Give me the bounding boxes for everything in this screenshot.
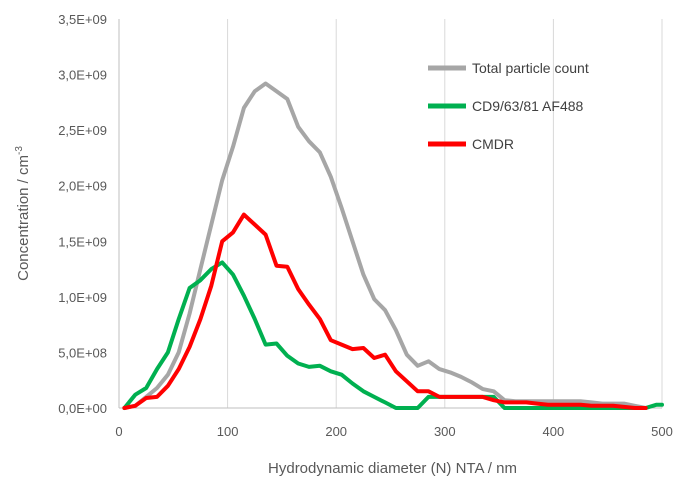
series-line-total-particle-count bbox=[122, 81, 648, 410]
series-line-cd9-63-81-af488 bbox=[122, 260, 664, 410]
y-axis-title-main: Concentration / cm bbox=[15, 155, 32, 281]
data-series bbox=[122, 81, 664, 410]
legend-label: CMDR bbox=[472, 136, 514, 152]
y-tick-label: 1,5E+09 bbox=[58, 234, 107, 249]
legend: Total particle count CD9/63/81 AF488 CMDR bbox=[428, 60, 589, 152]
y-tick-label: 2,5E+09 bbox=[58, 123, 107, 138]
y-tick-label: 1,0E+09 bbox=[58, 290, 107, 305]
x-tick-label: 100 bbox=[217, 424, 239, 439]
x-tick-label: 500 bbox=[651, 424, 673, 439]
x-axis-title: Hydrodynamic diameter (N) NTA / nm bbox=[268, 460, 517, 477]
y-tick-label: 5,0E+08 bbox=[58, 345, 107, 360]
y-tick-label: 0,0E+00 bbox=[58, 401, 107, 416]
y-tick-label: 2,0E+09 bbox=[58, 179, 107, 194]
grid-lines bbox=[227, 19, 663, 408]
x-tick-label: 200 bbox=[325, 424, 347, 439]
axes: 0 100 200 300 400 500 0,0E+00 5,0E+08 1,0E+09 1,5… bbox=[58, 12, 673, 439]
x-tick-label: 300 bbox=[434, 424, 456, 439]
x-tick-label: 0 bbox=[115, 424, 122, 439]
y-tick-label: 3,0E+09 bbox=[58, 68, 107, 83]
legend-label: Total particle count bbox=[472, 60, 589, 76]
x-tick-label: 400 bbox=[543, 424, 565, 439]
y-axis-title: Concentration / cm-3 bbox=[14, 146, 32, 281]
series-line-cmdr bbox=[122, 212, 648, 410]
y-tick-label: 3,5E+09 bbox=[58, 12, 107, 27]
legend-label: CD9/63/81 AF488 bbox=[472, 98, 584, 114]
y-axis-title-exponent: -3 bbox=[14, 146, 25, 155]
